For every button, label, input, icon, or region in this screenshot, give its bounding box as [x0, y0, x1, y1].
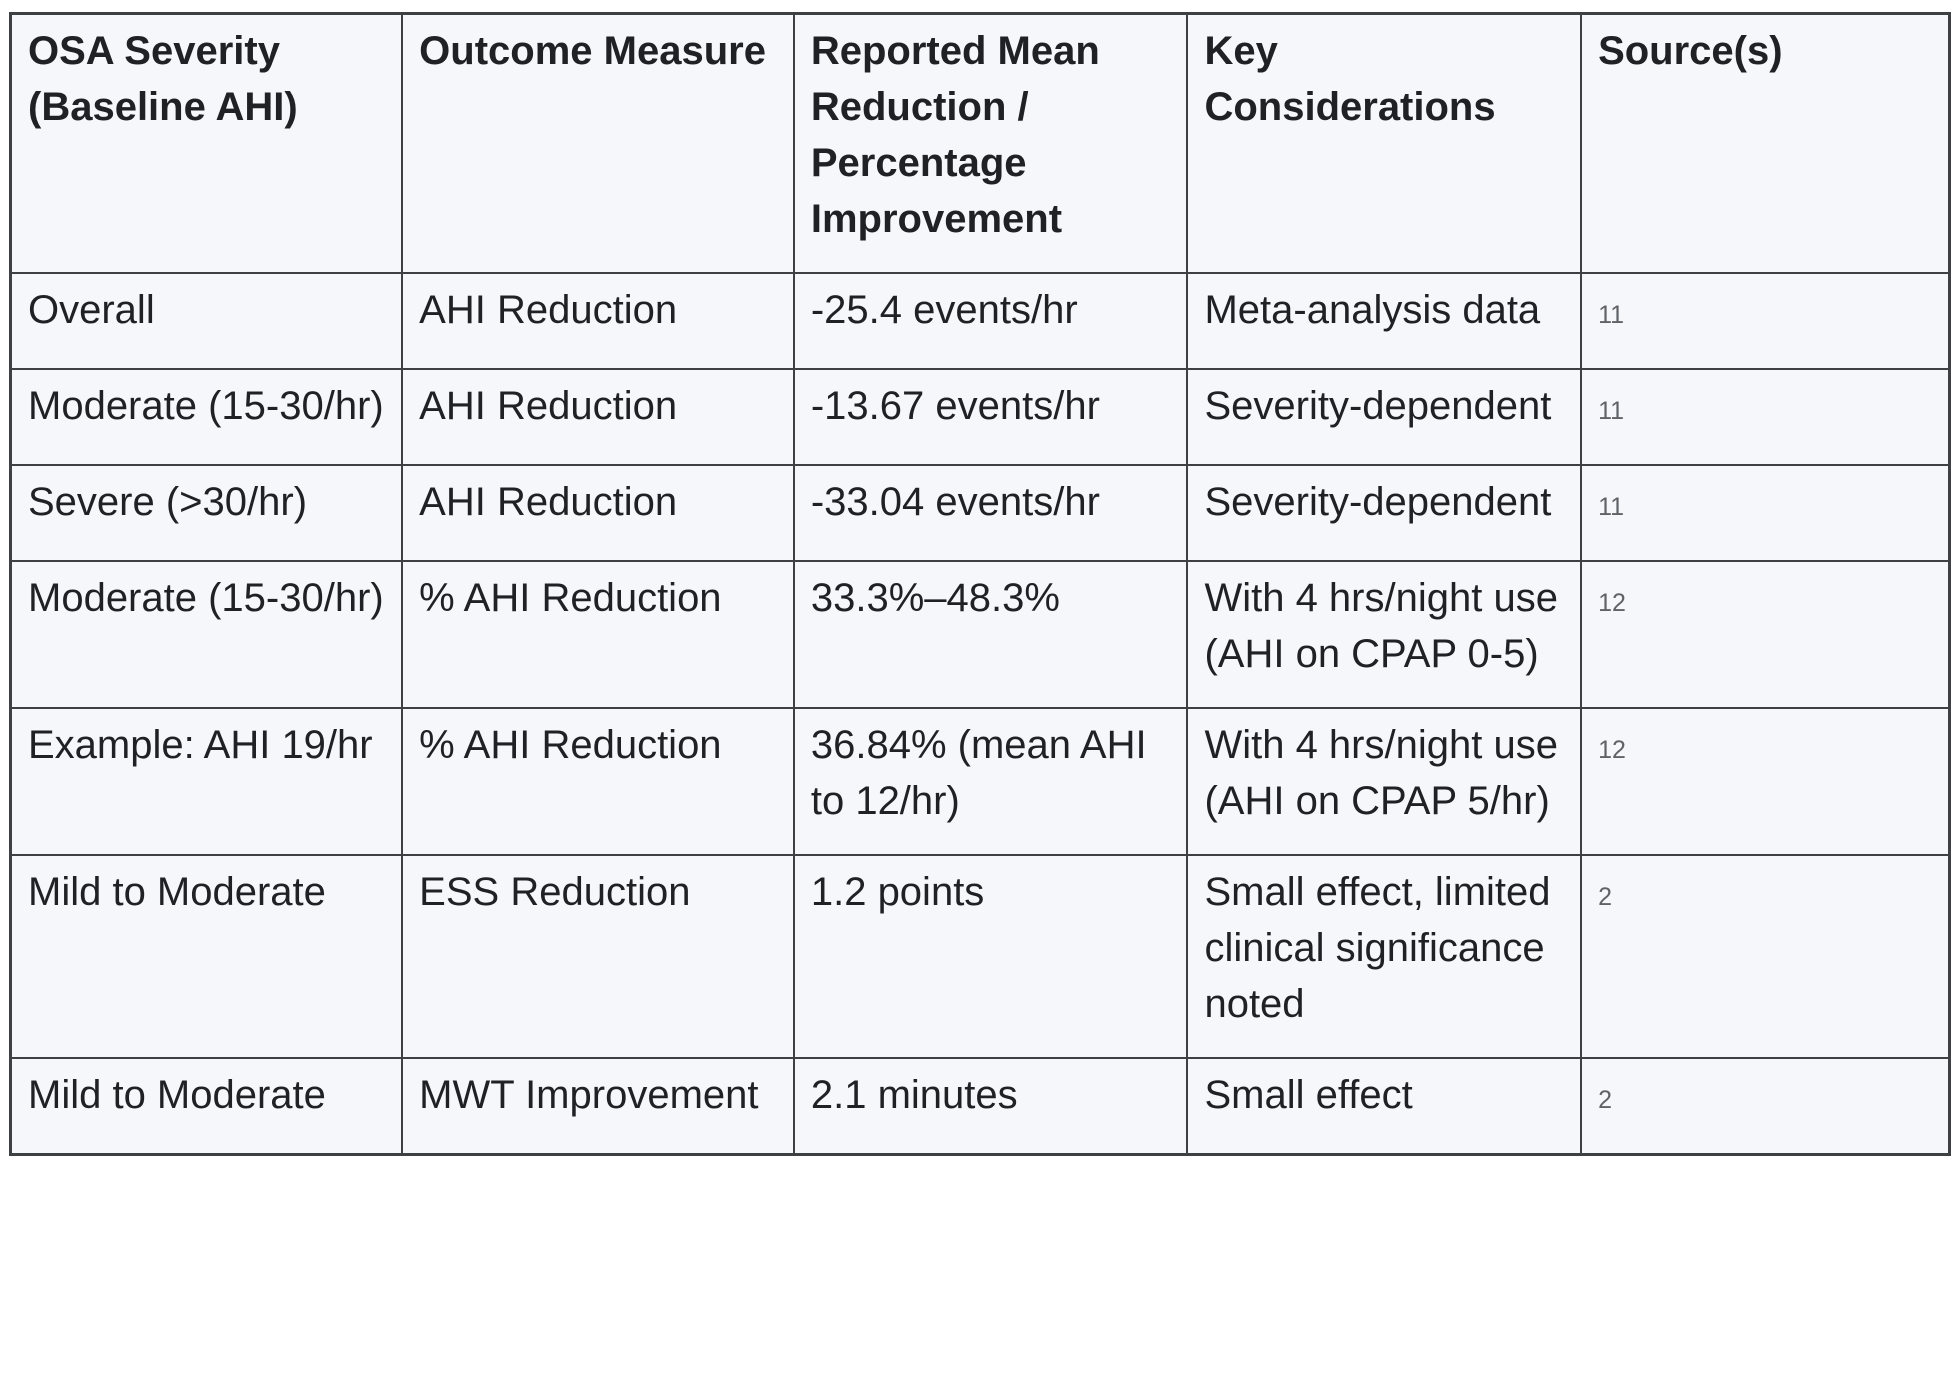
- source-citation-ref[interactable]: 11: [1598, 301, 1625, 329]
- cell-considerations: Severity-dependent: [1186, 368, 1583, 466]
- header-row: OSA Severity (Baseline AHI) Outcome Measu…: [9, 12, 1951, 274]
- cell-source: 11: [1580, 368, 1951, 466]
- cell-source: 2: [1580, 1057, 1951, 1156]
- cell-source: 11: [1580, 272, 1951, 370]
- cell-measure: MWT Improvement: [401, 1057, 795, 1156]
- column-header-severity: OSA Severity (Baseline AHI): [9, 12, 404, 274]
- cell-source: 2: [1580, 854, 1951, 1059]
- cell-measure: ESS Reduction: [401, 854, 795, 1059]
- cell-measure: % AHI Reduction: [401, 560, 795, 709]
- cell-severity: Moderate (15-30/hr): [9, 368, 404, 466]
- source-citation-ref[interactable]: 2: [1598, 1086, 1612, 1114]
- table-header: OSA Severity (Baseline AHI) Outcome Measu…: [9, 12, 1951, 274]
- table-body: Overall AHI Reduction -25.4 events/hr Meta-…: [9, 272, 1951, 1156]
- cell-reduction: 33.3%–48.3%: [792, 560, 1189, 709]
- cell-severity: Overall: [9, 272, 404, 370]
- cell-measure: AHI Reduction: [401, 368, 795, 466]
- column-header-considerations: Key Considerations: [1186, 12, 1583, 274]
- source-citation-ref[interactable]: 12: [1598, 589, 1626, 617]
- cell-source: 12: [1580, 560, 1951, 709]
- table-row: Overall AHI Reduction -25.4 events/hr Meta-…: [9, 272, 1951, 370]
- cell-reduction: -33.04 events/hr: [792, 464, 1189, 562]
- table-row: Moderate (15-30/hr) AHI Reduction -13.67 e…: [9, 368, 1951, 466]
- cell-reduction: 1.2 points: [792, 854, 1189, 1059]
- column-header-source: Source(s): [1580, 12, 1951, 274]
- cell-reduction: -13.67 events/hr: [792, 368, 1189, 466]
- cell-considerations: Severity-dependent: [1186, 464, 1583, 562]
- cell-severity: Severe (>30/hr): [9, 464, 404, 562]
- cell-severity: Example: AHI 19/hr: [9, 707, 404, 856]
- source-citation-ref[interactable]: 2: [1598, 883, 1612, 911]
- cell-severity: Mild to Moderate: [9, 1057, 404, 1156]
- cell-reduction: -25.4 events/hr: [792, 272, 1189, 370]
- cell-considerations: Meta-analysis data: [1186, 272, 1583, 370]
- source-citation-ref[interactable]: 11: [1598, 493, 1625, 521]
- cell-reduction: 36.84% (mean AHI to 12/hr): [792, 707, 1189, 856]
- cell-measure: AHI Reduction: [401, 272, 795, 370]
- cell-severity: Mild to Moderate: [9, 854, 404, 1059]
- cell-considerations: Small effect: [1186, 1057, 1583, 1156]
- cell-considerations: With 4 hrs/night use (AHI on CPAP 0-5): [1186, 560, 1583, 709]
- table-row: Mild to Moderate ESS Reduction 1.2 points S…: [9, 854, 1951, 1059]
- table-row: Moderate (15-30/hr)% AHI Reduction 33.3%–…: [9, 560, 1951, 709]
- table-row: Severe (>30/hr) AHI Reduction -33.04 event…: [9, 464, 1951, 562]
- cell-considerations: With 4 hrs/night use (AHI on CPAP 5/hr): [1186, 707, 1583, 856]
- cell-severity: Moderate (15-30/hr): [9, 560, 404, 709]
- cell-measure: AHI Reduction: [401, 464, 795, 562]
- cell-reduction: 2.1 minutes: [792, 1057, 1189, 1156]
- source-citation-ref[interactable]: 12: [1598, 736, 1626, 764]
- osa-outcomes-table: OSA Severity (Baseline AHI) Outcome Measu…: [9, 12, 1951, 1156]
- cell-considerations: Small effect, limited clinical significa…: [1186, 854, 1583, 1059]
- table-row: Example: AHI 19/hr% AHI Reduction 36.84% …: [9, 707, 1951, 856]
- column-header-reduction: Reported Mean Reduction / Percentage Imp…: [792, 12, 1189, 274]
- cell-source: 12: [1580, 707, 1951, 856]
- column-header-measure: Outcome Measure: [401, 12, 795, 274]
- cell-source: 11: [1580, 464, 1951, 562]
- cell-measure: % AHI Reduction: [401, 707, 795, 856]
- table-row: Mild to Moderate MWT Improvement 2.1 minut…: [9, 1057, 1951, 1156]
- source-citation-ref[interactable]: 11: [1598, 397, 1625, 425]
